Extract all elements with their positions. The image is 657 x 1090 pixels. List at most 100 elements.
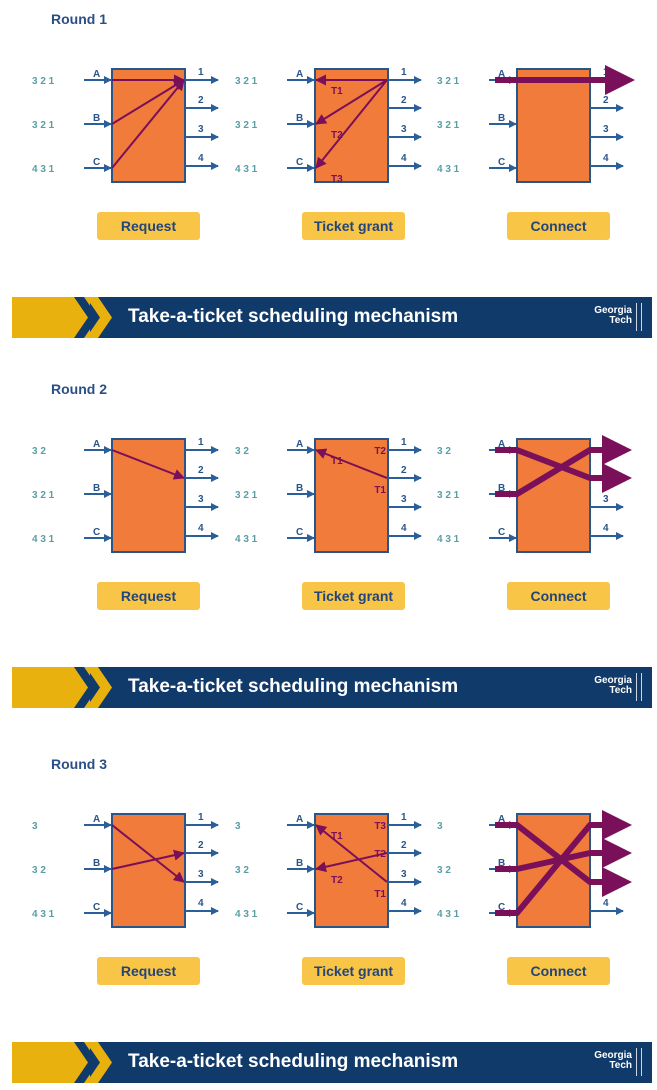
output-port-label: 2 [198, 465, 204, 476]
input-port-label: C [93, 902, 100, 913]
switch-panel-connect: 3 2 A 3 2 1 B 4 3 1 C 1 2 3 4 [437, 434, 652, 564]
step-button-connect[interactable]: Connect [507, 582, 610, 610]
round-title: Round 2 [51, 381, 107, 397]
grant-line [315, 824, 388, 883]
switch-panel-connect: 3 2 1 A 3 2 1 B 4 3 1 C 1 2 3 4 [437, 64, 652, 194]
input-port-label: A [498, 439, 505, 450]
switch-diagram: 3 A 3 2 B 4 3 1 C 1 2 3 4 T1 T2 T3 T2 T1 [235, 812, 422, 928]
input-queue: 3 2 1 [437, 490, 460, 501]
request-line [111, 79, 185, 125]
banner-title: Take-a-ticket scheduling mechanism [128, 1051, 459, 1072]
output-port-label: 2 [603, 95, 609, 106]
input-port-label: B [498, 483, 505, 494]
step-button-connect[interactable]: Connect [507, 957, 610, 985]
output-port-label: 1 [603, 812, 609, 823]
chevron-icon [74, 667, 112, 708]
input-queue: 4 3 1 [32, 909, 55, 920]
input-port-label: C [296, 527, 303, 538]
output-port-label: 4 [603, 898, 609, 909]
input-port-label: C [296, 157, 303, 168]
output-port-label: 4 [198, 898, 204, 909]
input-queue: 3 2 1 [32, 76, 55, 87]
ticket-label: T2 [331, 130, 343, 141]
connection-path [495, 838, 632, 872]
input-queue: 3 2 1 [235, 76, 258, 87]
switch-panel-grant: 3 A 3 2 B 4 3 1 C 1 2 3 4 T1 T2 T3 T2 T1 [235, 809, 450, 939]
input-port-label: C [498, 527, 505, 538]
step-button-grant[interactable]: Ticket grant [302, 212, 405, 240]
output-port-label: 1 [603, 437, 609, 448]
input-port-label: A [296, 439, 303, 450]
ticket-label: T2 [374, 849, 386, 860]
output-port-label: 3 [401, 869, 407, 880]
output-port-label: 1 [198, 437, 204, 448]
ticket-label: T2 [374, 446, 386, 457]
ticket-label: T3 [374, 821, 386, 832]
output-port-label: 2 [198, 95, 204, 106]
ticket-label: T1 [331, 831, 343, 842]
grant-line [315, 448, 388, 479]
input-port-label: B [93, 483, 100, 494]
switch-panel-grant: 3 2 A 3 2 1 B 4 3 1 C 1 2 3 4 T1 T2 T1 [235, 434, 450, 564]
input-port-label: C [93, 157, 100, 168]
switch-diagram: 3 2 1 A 3 2 1 B 4 3 1 C 1 2 3 4 [32, 67, 219, 183]
input-queue: 4 3 1 [235, 164, 258, 175]
step-button-connect[interactable]: Connect [507, 212, 610, 240]
output-port-label: 2 [603, 465, 609, 476]
output-port-label: 2 [401, 465, 407, 476]
logo-line1: Georgia [594, 675, 632, 686]
ticket-label: T1 [331, 86, 343, 97]
request-line [111, 849, 185, 870]
output-port-label: 4 [401, 898, 407, 909]
input-queue: 4 3 1 [32, 164, 55, 175]
input-queue: 3 2 [32, 865, 46, 876]
chevron-icon [74, 1042, 112, 1083]
input-queue: 3 [437, 821, 443, 832]
grant-line [315, 79, 388, 125]
request-line [111, 79, 185, 169]
connection-path [495, 447, 632, 493]
switch-diagram: 3 2 1 A 3 2 1 B 4 3 1 C 1 2 3 4 [437, 65, 635, 183]
switch-diagram: 3 2 A 3 2 1 B 4 3 1 C 1 2 3 4 [437, 435, 632, 553]
round-title: Round 3 [51, 756, 107, 772]
slide-round-1: Round 1 3 2 1 A 3 2 1 B 4 3 1 C 1 2 3 4 Request 3 2 … [0, 0, 657, 345]
slide-banner: Take-a-ticket scheduling mechanism Georgi… [12, 667, 652, 708]
input-queue: 4 3 1 [437, 164, 460, 175]
ticket-label: T1 [374, 889, 386, 900]
switch-diagram: 3 2 A 3 2 1 B 4 3 1 C 1 2 3 4 [32, 437, 219, 553]
output-port-label: 1 [603, 67, 609, 78]
output-port-label: 3 [198, 869, 204, 880]
input-port-label: A [498, 814, 505, 825]
input-port-label: A [296, 814, 303, 825]
logo-line2: Tech [609, 685, 632, 696]
output-port-label: 4 [401, 153, 407, 164]
output-port-label: 1 [401, 437, 407, 448]
input-queue: 4 3 1 [235, 534, 258, 545]
output-port-label: 2 [401, 840, 407, 851]
input-queue: 3 2 [437, 446, 451, 457]
request-line [111, 824, 185, 883]
round-title: Round 1 [51, 11, 107, 27]
switch-panel-request: 3 A 3 2 B 4 3 1 C 1 2 3 4 [32, 809, 247, 939]
georgia-tech-logo: Georgia Tech [594, 676, 632, 696]
grant-line [315, 79, 388, 169]
chevron-icon [74, 297, 112, 338]
switch-panel-request: 3 2 A 3 2 1 B 4 3 1 C 1 2 3 4 [32, 434, 247, 564]
step-button-grant[interactable]: Ticket grant [302, 582, 405, 610]
step-button-request[interactable]: Request [97, 582, 200, 610]
logo-line2: Tech [609, 1060, 632, 1071]
output-port-label: 3 [198, 494, 204, 505]
step-button-request[interactable]: Request [97, 212, 200, 240]
input-queue: 3 2 [437, 865, 451, 876]
step-button-grant[interactable]: Ticket grant [302, 957, 405, 985]
input-port-label: B [498, 113, 505, 124]
input-port-label: B [93, 113, 100, 124]
switch-panel-grant: 3 2 1 A 3 2 1 B 4 3 1 C 1 2 3 4 T1 T2 T3 [235, 64, 450, 194]
input-port-label: C [93, 527, 100, 538]
output-port-label: 3 [401, 494, 407, 505]
switch-diagram: 3 2 1 A 3 2 1 B 4 3 1 C 1 2 3 4 T1 T2 T3 [235, 67, 422, 185]
output-port-label: 3 [603, 494, 609, 505]
output-port-label: 3 [603, 124, 609, 135]
step-button-request[interactable]: Request [97, 957, 200, 985]
